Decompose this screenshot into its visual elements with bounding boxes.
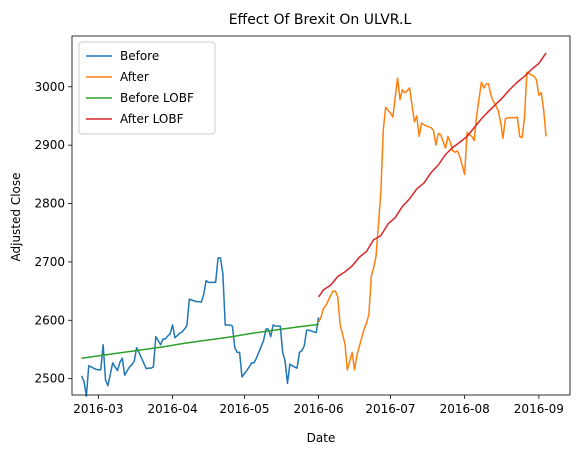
series-line-2: [317, 71, 547, 371]
y-tick-label: 3000: [34, 80, 65, 94]
x-axis: 2016-03 2016-04 2016-05 2016-06 2016-07 2016-…: [73, 395, 564, 416]
y-tick-label: 2800: [34, 197, 65, 211]
y-tick-label: 2900: [34, 138, 65, 152]
y-tick-label: 2700: [34, 255, 65, 269]
x-axis-label: Date: [307, 431, 336, 445]
y-axis-label: Adjusted Close: [9, 172, 23, 261]
legend-label: Before: [120, 49, 159, 63]
x-tick-label: 2016-03: [73, 402, 123, 416]
series-line-3: [81, 323, 319, 359]
legend: Before After Before LOBF After LOBF: [78, 41, 216, 135]
chart-title: Effect Of Brexit On ULVR.L: [229, 12, 412, 28]
y-axis: 2500 2600 2700 2800 2900 3000: [34, 80, 72, 386]
x-tick-label: 2016-04: [147, 402, 197, 416]
series-line-1: [80, 257, 320, 397]
x-tick-label: 2016-07: [365, 402, 415, 416]
y-tick-label: 2600: [34, 313, 65, 327]
plot-border: [71, 35, 571, 396]
series-layer: [80, 52, 547, 397]
x-tick-label: 2016-09: [514, 402, 564, 416]
y-tick-label: 2500: [34, 372, 65, 386]
x-tick-label: 2016-06: [294, 402, 344, 416]
legend-label: After LOBF: [120, 112, 184, 126]
x-tick-label: 2016-05: [219, 402, 269, 416]
x-tick-label: 2016-08: [440, 402, 490, 416]
legend-box: [78, 41, 216, 135]
legend-label: Before LOBF: [120, 91, 194, 105]
series-line-4: [317, 52, 547, 298]
legend-label: After: [120, 70, 149, 84]
